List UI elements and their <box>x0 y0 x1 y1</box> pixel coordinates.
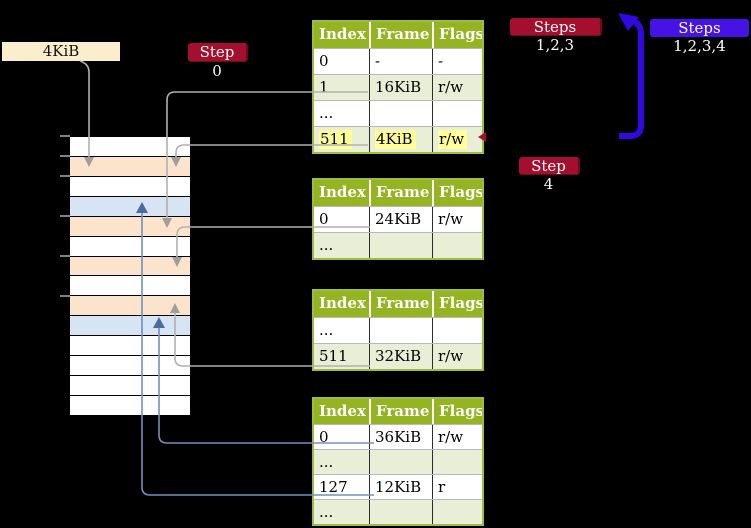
index-cell: ... <box>319 503 334 521</box>
frame-cell <box>369 500 432 524</box>
page-table-2: Index Frame Flags 0 24KiB r/w... <box>312 178 484 260</box>
page-table-4: Index Frame Flags 0 36KiB r/w... 127 12KiB r... <box>312 397 484 526</box>
frame-cell: 32KiB <box>369 344 432 369</box>
frame-cell <box>369 233 432 258</box>
index-cell: ... <box>319 236 334 254</box>
table-header-row: Index Frame Flags <box>314 22 482 48</box>
frame-cell: 4KiB <box>369 127 432 152</box>
frame-cell <box>369 450 432 474</box>
memory-row-peach <box>70 296 190 317</box>
frame-cell <box>369 101 432 126</box>
memory-row-peach <box>70 256 190 277</box>
address-tick <box>60 295 70 297</box>
index-cell: ... <box>319 104 334 122</box>
table-row: ... <box>314 499 482 524</box>
table-row: ... <box>314 232 482 258</box>
frame-cell: - <box>369 49 432 74</box>
flags-cell <box>432 318 482 343</box>
step4-badge: Step 4 <box>519 157 580 193</box>
memory-row-white <box>70 356 190 377</box>
table-header-row: Index Frame Flags <box>314 291 482 317</box>
table-row: 0 24KiB r/w <box>314 206 482 232</box>
index-cell: ... <box>319 453 334 471</box>
memory-row-peach <box>70 156 190 177</box>
table-row: 127 12KiB r <box>314 474 482 499</box>
step0-badge: Step 0 <box>188 43 248 80</box>
table-row: 511 4KiB r/w <box>314 126 482 152</box>
flags-cell <box>432 450 482 474</box>
column-header-flags: Flags <box>432 180 482 206</box>
column-header-frame: Frame <box>369 22 432 48</box>
table-row: ... <box>314 317 482 343</box>
index-cell: 127 <box>319 478 348 496</box>
index-cell: 1 <box>319 78 329 96</box>
flags-cell: - <box>432 49 482 74</box>
frame-cell: 12KiB <box>369 475 432 499</box>
flags-cell: r/w <box>432 75 482 100</box>
column-header-flags: Flags <box>432 399 482 424</box>
index-cell: 0 <box>319 52 329 70</box>
index-cell: 0 <box>319 428 329 446</box>
flags-cell: r/w <box>432 127 482 152</box>
memory-column <box>70 136 190 416</box>
memory-row-blue <box>70 196 190 217</box>
frame-cell: 36KiB <box>369 425 432 449</box>
index-cell: 511 <box>314 127 369 152</box>
table-row: 1 16KiB r/w <box>314 74 482 100</box>
index-cell: ... <box>319 321 334 339</box>
memory-row-white <box>70 276 190 297</box>
address-tick <box>60 175 70 177</box>
flags-cell <box>432 101 482 126</box>
memory-row-white <box>70 236 190 257</box>
table-row: ... <box>314 449 482 474</box>
memory-row-blue <box>70 316 190 337</box>
index-cell: 0 <box>319 210 329 228</box>
flags-cell: r <box>432 475 482 499</box>
memory-row-white <box>70 176 190 197</box>
memory-row-white <box>70 137 190 157</box>
frame-address-label: 4KiB <box>2 42 120 61</box>
address-tick <box>60 135 70 137</box>
flags-cell: r/w <box>432 344 482 369</box>
address-tick <box>60 215 70 217</box>
flags-cell: r/w <box>432 425 482 449</box>
memory-row-white <box>70 376 190 396</box>
index-cell: 511 <box>319 347 348 365</box>
page-table-1: Index Frame Flags 0- -1 16KiB r/w... 511 4KiB r/w <box>312 20 484 154</box>
steps1234-badge: Steps 1,2,3,4 <box>650 19 749 55</box>
table-row: ... <box>314 100 482 126</box>
column-header-index: Index <box>319 402 366 420</box>
column-header-index: Index <box>319 25 366 43</box>
table-header-row: Index Frame Flags <box>314 399 482 424</box>
address-tick <box>60 255 70 257</box>
flags-cell: r/w <box>432 207 482 232</box>
table-row: 0 -- <box>314 48 482 74</box>
memory-row-white <box>70 336 190 357</box>
recursive-loop-arrow <box>619 18 644 139</box>
steps123-badge: Steps 1,2,3 <box>510 18 602 54</box>
column-header-index: Index <box>319 183 366 201</box>
table-row: 0 36KiB r/w <box>314 424 482 449</box>
column-header-frame: Frame <box>369 291 432 317</box>
page-table-3: Index Frame Flags... 511 32KiB r/w <box>312 289 484 371</box>
memory-row-peach <box>70 216 190 237</box>
column-header-index: Index <box>319 294 366 312</box>
frame-cell <box>369 318 432 343</box>
address-tick <box>60 155 70 157</box>
column-header-frame: Frame <box>369 399 432 424</box>
memory-row-white <box>70 395 190 416</box>
flags-cell <box>432 233 482 258</box>
arrowhead-upleft-icon <box>618 13 639 31</box>
column-header-flags: Flags <box>432 291 482 317</box>
column-header-frame: Frame <box>369 180 432 206</box>
frame-cell: 16KiB <box>369 75 432 100</box>
table-row: 511 32KiB r/w <box>314 343 482 369</box>
frame-cell: 24KiB <box>369 207 432 232</box>
flags-cell <box>432 500 482 524</box>
column-header-flags: Flags <box>432 22 482 48</box>
table-header-row: Index Frame Flags <box>314 180 482 206</box>
